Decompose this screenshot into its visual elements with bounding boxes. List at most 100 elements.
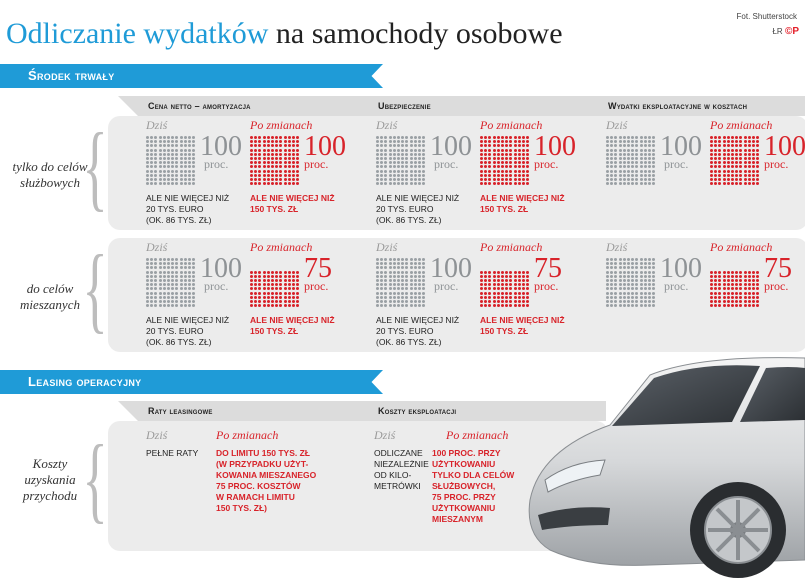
dot xyxy=(635,169,639,173)
dot xyxy=(500,283,504,287)
dot xyxy=(296,291,300,295)
dot xyxy=(614,270,618,274)
dot xyxy=(417,262,421,266)
dot xyxy=(254,161,258,165)
dot xyxy=(518,262,521,265)
dot xyxy=(401,266,405,270)
dot xyxy=(718,140,722,144)
dot xyxy=(521,148,525,152)
dot xyxy=(743,161,747,165)
dot xyxy=(513,304,517,308)
dot xyxy=(722,278,726,282)
dot xyxy=(262,169,266,173)
dot xyxy=(405,304,409,308)
dot xyxy=(279,270,283,274)
dot xyxy=(493,258,496,261)
dot xyxy=(496,278,500,282)
dot xyxy=(422,287,426,291)
dot xyxy=(384,165,388,169)
dot xyxy=(158,165,162,169)
dot xyxy=(614,299,618,303)
dot xyxy=(505,274,509,278)
dot xyxy=(413,140,417,144)
dot xyxy=(484,270,488,274)
dot xyxy=(718,262,721,265)
dot xyxy=(279,144,283,148)
dot xyxy=(639,177,643,181)
dot xyxy=(254,299,258,303)
dot xyxy=(171,136,175,139)
dot xyxy=(500,182,504,186)
dot xyxy=(166,258,170,261)
dot xyxy=(496,173,500,177)
dot xyxy=(726,140,730,144)
dot xyxy=(747,304,751,308)
row-label-mieszane: do celów mieszanych xyxy=(0,281,100,313)
dot xyxy=(606,136,609,139)
dot xyxy=(614,262,618,266)
dot-grid-po-zmianach xyxy=(480,258,530,308)
note-line: UŻYTKOWANIU xyxy=(432,503,496,513)
dot xyxy=(388,291,392,295)
dot xyxy=(192,136,196,139)
dot xyxy=(522,262,525,265)
dot xyxy=(726,182,730,186)
dot xyxy=(513,283,517,287)
dot xyxy=(739,169,743,173)
dot xyxy=(526,144,530,148)
dot xyxy=(756,287,760,291)
dot xyxy=(409,262,413,266)
dot xyxy=(388,144,392,148)
dot xyxy=(258,165,262,169)
dot xyxy=(270,291,274,295)
dot xyxy=(635,152,639,156)
dot xyxy=(614,156,618,160)
dot xyxy=(266,152,270,156)
dot xyxy=(287,148,291,152)
dot xyxy=(626,278,630,282)
dot-grid-po-zmianach xyxy=(710,136,760,186)
dot xyxy=(610,304,614,308)
dot xyxy=(735,136,739,139)
dot xyxy=(405,148,409,152)
dot xyxy=(714,169,718,173)
dot xyxy=(192,156,196,160)
dot xyxy=(492,140,496,144)
dot xyxy=(484,283,488,287)
dot xyxy=(610,177,614,181)
dot xyxy=(150,148,154,152)
dot xyxy=(488,148,492,152)
row-panel-leasing xyxy=(108,421,608,551)
dot xyxy=(714,270,718,274)
dot xyxy=(179,152,183,156)
dot xyxy=(384,148,388,152)
dot xyxy=(751,270,755,274)
dot xyxy=(522,266,525,269)
note-gray: PEŁNE RATY xyxy=(146,448,198,459)
dot xyxy=(710,156,713,160)
dot xyxy=(270,304,274,308)
note-line: 150 TYS. ZŁ xyxy=(480,326,529,336)
dot xyxy=(270,136,274,139)
dot xyxy=(409,278,413,282)
dot xyxy=(413,156,417,160)
section-title: Środek trwały xyxy=(28,68,115,83)
dot xyxy=(287,144,291,148)
dot xyxy=(376,266,379,270)
dot xyxy=(635,156,639,160)
dot xyxy=(513,169,517,173)
dot xyxy=(275,140,279,144)
dot xyxy=(606,304,609,308)
dot xyxy=(187,258,191,261)
dot xyxy=(262,299,266,303)
dot xyxy=(643,136,647,139)
dot xyxy=(505,169,509,173)
dot xyxy=(744,258,747,261)
dot xyxy=(643,278,647,282)
dot xyxy=(756,278,760,282)
dot xyxy=(187,177,191,181)
dot xyxy=(752,266,755,269)
dot xyxy=(743,270,747,274)
dot xyxy=(635,304,639,308)
dot xyxy=(505,270,509,274)
